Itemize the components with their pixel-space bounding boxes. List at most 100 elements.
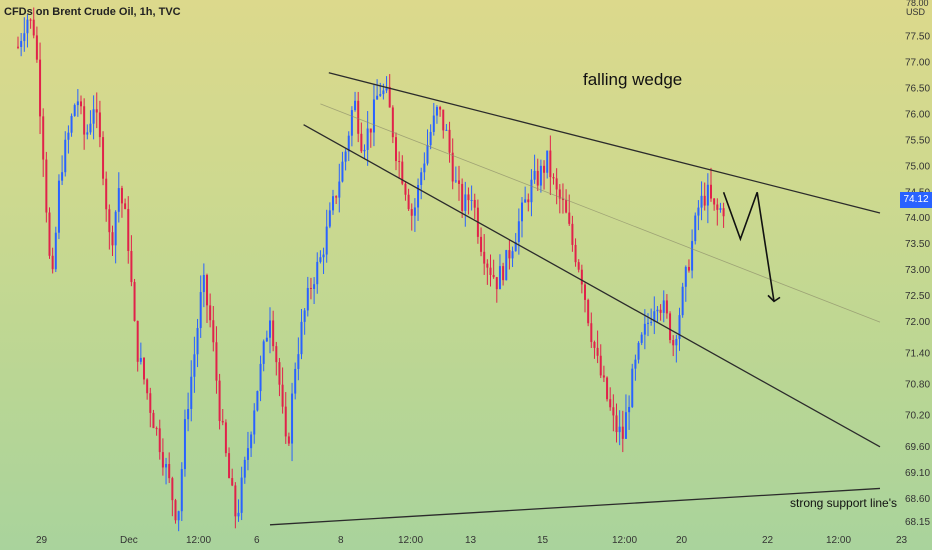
candle-body — [458, 180, 460, 184]
candle-body — [114, 211, 117, 246]
candle-body — [445, 129, 448, 131]
candle-body — [350, 110, 353, 136]
candle-body — [243, 459, 246, 478]
x-tick-label: Dec — [120, 535, 138, 546]
y-tick-label: 68.60 — [905, 494, 930, 505]
candle-body — [253, 410, 256, 435]
candle-body — [439, 107, 442, 110]
candle-body — [517, 221, 520, 243]
candle-body — [697, 207, 700, 216]
projection-line — [722, 191, 775, 302]
candle-body — [64, 139, 67, 173]
y-tick-label: 70.20 — [905, 411, 930, 422]
candle-body — [454, 180, 457, 182]
candle-body — [391, 107, 394, 138]
candle-body — [451, 152, 454, 182]
candle-body — [102, 137, 105, 179]
x-axis: 29 Dec 12:00 6 8 12:00 13 15 12:00 20 22 12:00 23 — [36, 535, 908, 546]
candle-body — [710, 184, 712, 199]
candle-body — [640, 334, 643, 343]
candle-body — [29, 19, 32, 21]
candle-body — [505, 250, 508, 281]
candle-body — [120, 188, 123, 204]
candle-body — [435, 107, 438, 116]
candle-body — [23, 33, 26, 42]
x-tick-label: 12:00 — [186, 535, 211, 546]
candle-body — [218, 380, 221, 421]
candle-body — [432, 115, 435, 132]
candle-body — [193, 354, 196, 377]
x-tick-label: 22 — [762, 535, 774, 546]
candle-body — [124, 203, 127, 209]
candle-body — [105, 178, 108, 210]
candle-body — [347, 135, 350, 152]
candle-body — [161, 452, 164, 468]
x-tick-label: 20 — [676, 535, 688, 546]
candle-body — [565, 200, 568, 213]
candle-body — [322, 254, 325, 258]
candle-body — [524, 199, 527, 203]
y-tick-label: 71.40 — [905, 348, 930, 359]
candle-body — [656, 309, 659, 312]
candle-body — [461, 183, 464, 211]
candle-body — [212, 320, 215, 343]
candle-body — [706, 184, 709, 206]
candle-body — [51, 255, 54, 270]
candle-body — [584, 284, 586, 300]
candle-body — [303, 310, 306, 322]
candle-body — [177, 511, 180, 521]
candle-body — [521, 202, 523, 222]
candle-body — [609, 399, 612, 408]
candle-body — [530, 179, 533, 203]
candle-body — [262, 341, 265, 364]
candle-body — [631, 368, 634, 407]
candle-body — [426, 145, 429, 164]
y-tick-label: 75.50 — [905, 135, 930, 146]
candle-body — [316, 261, 319, 285]
candle-body — [240, 477, 243, 513]
candle-body — [596, 347, 599, 356]
candle-body — [306, 287, 309, 311]
candle-body — [86, 132, 89, 135]
x-tick-label: 15 — [537, 535, 549, 546]
candle-body — [593, 342, 596, 348]
candle-body — [552, 177, 555, 179]
candle-body — [410, 209, 413, 216]
candle-body — [684, 266, 687, 287]
candle-body — [73, 105, 76, 116]
candle-body — [187, 408, 190, 420]
candle-body — [136, 320, 139, 362]
x-tick-label: 6 — [254, 535, 260, 546]
candle-body — [722, 208, 725, 217]
candle-body — [20, 41, 23, 47]
candle-body — [398, 161, 401, 163]
candle-body — [221, 420, 224, 423]
candle-body — [139, 357, 142, 362]
candle-body — [61, 172, 64, 181]
candle-body — [480, 236, 483, 252]
candle-body — [464, 194, 467, 211]
candle-body — [558, 189, 561, 199]
midline — [320, 103, 881, 323]
candle-body — [363, 149, 366, 152]
y-tick-label: 75.00 — [905, 161, 930, 172]
candle-body — [590, 323, 593, 343]
y-tick-label: 73.50 — [905, 239, 930, 250]
candle-body — [45, 159, 48, 213]
y-tick-label: 74.00 — [905, 213, 930, 224]
candle-body — [95, 109, 98, 113]
candle-body — [665, 300, 668, 314]
candle-body — [473, 199, 476, 208]
candle-body — [291, 393, 294, 444]
candle-body — [300, 321, 303, 355]
candle-body — [634, 359, 637, 369]
candle-body — [536, 170, 539, 186]
candle-body — [174, 500, 177, 521]
y-axis: 68.15 68.60 69.10 69.60 70.20 70.80 71.40 72.00… — [905, 31, 930, 528]
candle-body — [42, 116, 45, 160]
candle-body — [647, 322, 649, 324]
candle-body — [206, 274, 208, 306]
candle-body — [546, 150, 549, 173]
candle-body — [309, 287, 312, 289]
